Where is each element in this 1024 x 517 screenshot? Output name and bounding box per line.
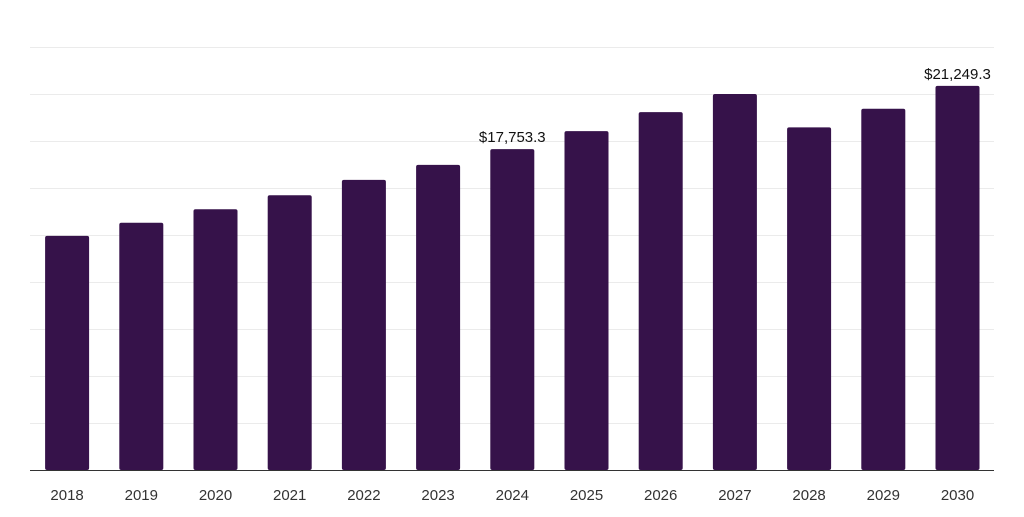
bar-2024[interactable] xyxy=(490,149,535,470)
bar-2018[interactable] xyxy=(45,235,90,470)
x-tick-labels: 2018 2019 2020 2021 2022 2023 2024 2025 2026 2027… xyxy=(50,487,974,504)
x-tick-label: 2029 xyxy=(867,487,900,504)
data-label: $21,249.3 xyxy=(924,66,991,83)
bar-2021[interactable] xyxy=(267,195,312,470)
x-tick-label: 2030 xyxy=(941,487,974,504)
bar-2025[interactable] xyxy=(564,131,609,470)
bar-2022[interactable] xyxy=(341,179,386,470)
bar-2028[interactable] xyxy=(787,127,832,471)
bar-2030[interactable] xyxy=(935,85,980,471)
data-labels: $17,753.3 $21,249.3 xyxy=(479,66,991,146)
bar-2023[interactable] xyxy=(416,164,461,470)
x-tick-label: 2024 xyxy=(496,487,529,504)
bar-2020[interactable] xyxy=(193,209,238,471)
bar-2029[interactable] xyxy=(861,108,906,471)
data-label: $17,753.3 xyxy=(479,129,546,146)
x-tick-label: 2020 xyxy=(199,487,232,504)
bars xyxy=(45,85,980,471)
x-tick-label: 2021 xyxy=(273,487,306,504)
x-tick-label: 2026 xyxy=(644,487,677,504)
x-tick-label: 2023 xyxy=(421,487,454,504)
x-tick-label: 2018 xyxy=(50,487,83,504)
bar-2026[interactable] xyxy=(638,112,683,470)
x-tick-label: 2022 xyxy=(347,487,380,504)
bar-2019[interactable] xyxy=(119,222,164,470)
bar-2027[interactable] xyxy=(712,94,757,470)
x-tick-label: 2019 xyxy=(125,487,158,504)
x-tick-label: 2028 xyxy=(792,487,825,504)
x-tick-label: 2025 xyxy=(570,487,603,504)
x-tick-label: 2027 xyxy=(718,487,751,504)
